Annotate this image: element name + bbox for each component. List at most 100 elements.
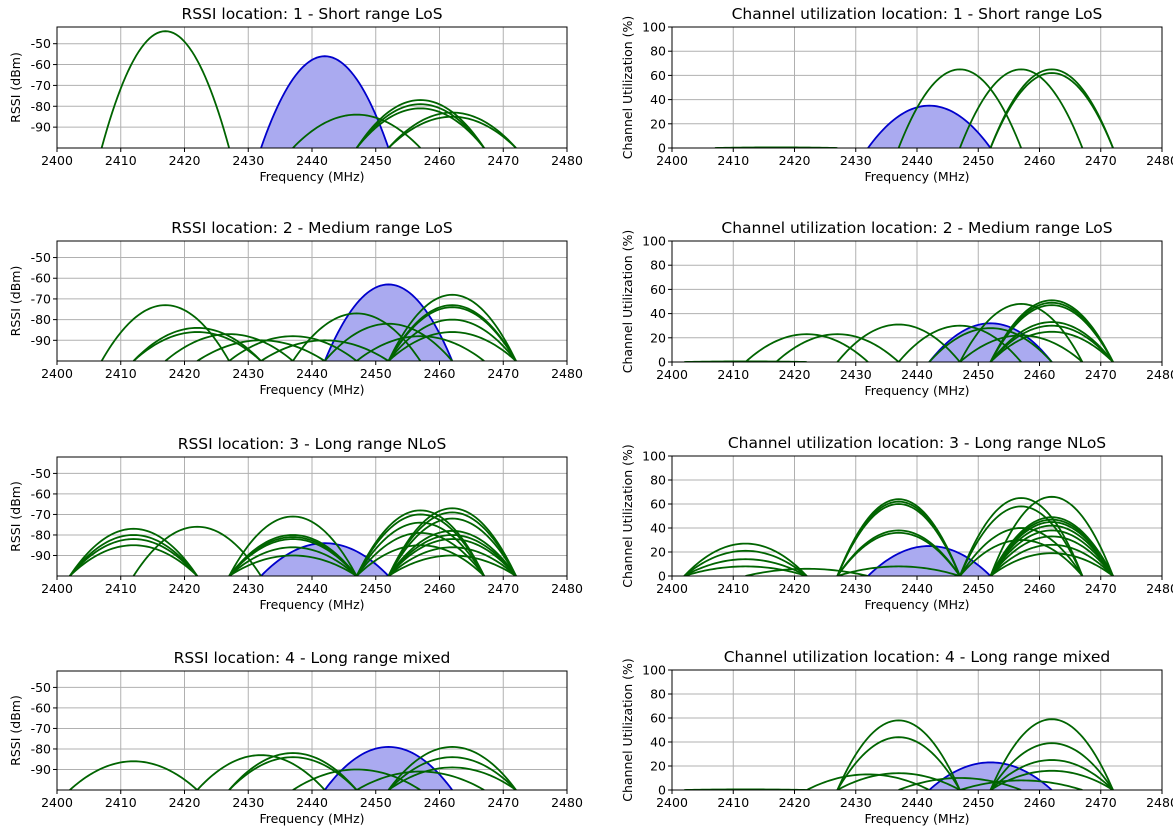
neighbor-signal-curve	[132, 525, 262, 576]
x-tick-label: 2480	[551, 795, 583, 810]
y-tick-label: 60	[650, 711, 666, 726]
neighbor-signal-curve	[837, 565, 961, 576]
x-tick-label: 2410	[105, 795, 137, 810]
neighbor-signal-curve	[683, 549, 808, 576]
y-tick-label: -50	[31, 466, 51, 481]
chart-title: Channel utilization location: 2 - Medium…	[721, 219, 1112, 237]
x-tick-label: 2430	[840, 795, 872, 810]
y-tick-label: -80	[31, 741, 51, 756]
y-tick-label: -90	[31, 333, 51, 348]
x-tick-label: 2440	[901, 367, 933, 382]
x-tick-label: 2480	[1146, 581, 1173, 596]
neighbor-signal-curve	[836, 736, 961, 790]
x-axis-label: Frequency (MHz)	[259, 597, 364, 612]
neighbor-signal-curve	[836, 503, 961, 576]
y-tick-label: -80	[31, 527, 51, 542]
neighbor-signal-curve	[100, 304, 230, 361]
neighbor-signal-curve	[355, 99, 485, 148]
neighbor-signal-curve	[387, 306, 517, 361]
neighbor-signal-curve	[959, 303, 1084, 362]
neighbor-signal-curve	[292, 312, 422, 361]
y-axis-label: Channel Utilization (%)	[620, 444, 635, 588]
x-tick-label: 2430	[232, 581, 264, 596]
own-signal-curve	[260, 55, 390, 148]
plot-area	[100, 30, 517, 148]
neighbor-signal-curve	[355, 103, 485, 148]
chart-title: RSSI location: 3 - Long range NLoS	[178, 435, 447, 453]
neighbor-signal-curve	[292, 113, 422, 148]
x-tick-label: 2420	[169, 581, 201, 596]
x-tick-label: 2400	[656, 581, 688, 596]
x-tick-label: 2470	[1085, 795, 1117, 810]
neighbor-signal-curve	[387, 511, 517, 576]
x-tick-label: 2410	[717, 581, 749, 596]
neighbor-signal-curve	[260, 339, 389, 361]
neighbor-signal-curve	[836, 719, 961, 790]
y-tick-label: -70	[31, 291, 51, 306]
neighbor-signal-curve	[387, 111, 517, 148]
chart-title: Channel utilization location: 4 - Long r…	[724, 648, 1111, 666]
chart-panel-1: 2400 2410 2420 2430 2440 2450 2460 2470 2480 -50 -…	[8, 5, 583, 184]
x-tick-label: 2460	[1024, 795, 1056, 810]
x-tick-label: 2440	[901, 581, 933, 596]
neighbor-signal-curve	[806, 773, 930, 790]
y-tick-label: -50	[31, 680, 51, 695]
y-axis-label: Channel Utilization (%)	[620, 230, 635, 374]
x-tick-label: 2410	[717, 367, 749, 382]
y-tick-label: -70	[31, 507, 51, 522]
neighbor-signal-curve	[196, 754, 326, 790]
neighbor-signal-curve	[928, 327, 1053, 362]
y-tick-label: 60	[650, 497, 666, 512]
neighbor-signal-curve	[355, 521, 485, 576]
x-tick-label: 2480	[551, 153, 583, 168]
own-signal-curve	[324, 746, 453, 790]
x-tick-label: 2470	[1085, 581, 1117, 596]
y-tick-label: 0	[658, 569, 666, 584]
neighbor-signal-curve	[387, 507, 517, 576]
neighbor-signal-curve	[959, 539, 1084, 576]
neighbor-signal-curve	[989, 524, 1114, 576]
x-axis-label: Frequency (MHz)	[864, 597, 969, 612]
x-tick-label: 2450	[360, 581, 392, 596]
neighbor-signal-curve	[989, 543, 1114, 576]
x-tick-label: 2410	[717, 795, 749, 810]
neighbor-signal-curve	[989, 521, 1114, 576]
neighbor-signal-curve	[387, 546, 517, 576]
x-tick-label: 2450	[360, 366, 392, 381]
neighbor-signal-curve	[989, 324, 1114, 362]
plot-area	[714, 68, 1114, 148]
y-tick-label: 100	[642, 20, 666, 35]
x-tick-label: 2440	[296, 153, 328, 168]
y-tick-label: 20	[650, 116, 666, 131]
neighbor-signal-curve	[69, 538, 198, 576]
x-tick-label: 2430	[840, 367, 872, 382]
neighbor-signal-curve	[196, 339, 326, 361]
y-tick-label: 0	[658, 355, 666, 370]
neighbor-signal-curve	[989, 535, 1114, 576]
x-tick-label: 2470	[487, 366, 519, 381]
x-axis-label: Frequency (MHz)	[259, 169, 364, 184]
neighbor-signal-curve	[387, 115, 517, 148]
x-tick-label: 2400	[41, 795, 73, 810]
neighbor-signal-curve	[387, 293, 517, 361]
y-tick-label: 20	[650, 330, 666, 345]
x-tick-label: 2410	[717, 153, 749, 168]
x-tick-label: 2480	[1146, 153, 1173, 168]
chart-panel-8: 2400 2410 2420 2430 2440 2450 2460 2470 2480 0 20 4…	[620, 648, 1173, 826]
chart-panel-7: 2400 2410 2420 2430 2440 2450 2460 2470 2480 -50 -…	[8, 649, 583, 826]
neighbor-signal-curve	[324, 322, 453, 361]
y-tick-label: 80	[650, 687, 666, 702]
neighbor-signal-curve	[989, 742, 1114, 790]
y-tick-label: 80	[650, 258, 666, 273]
x-tick-label: 2420	[169, 153, 201, 168]
neighbor-signal-curve	[387, 318, 517, 361]
y-tick-label: 40	[650, 306, 666, 321]
y-axis-label: RSSI (dBm)	[8, 266, 23, 337]
x-axis-label: Frequency (MHz)	[864, 169, 969, 184]
x-tick-label: 2420	[779, 153, 811, 168]
y-tick-label: -80	[31, 312, 51, 327]
y-tick-label: 60	[650, 282, 666, 297]
own-signal-fill	[324, 746, 453, 790]
x-tick-label: 2470	[487, 581, 519, 596]
